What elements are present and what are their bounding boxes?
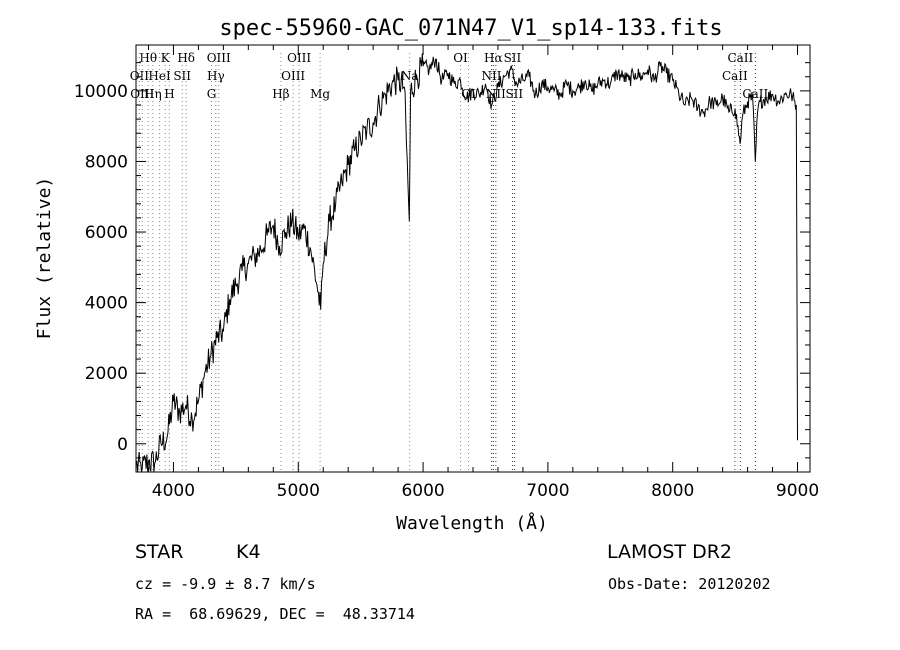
line-marker-label: Hδ	[177, 51, 195, 65]
y-tick-label: 8000	[85, 152, 128, 172]
plot-frame	[135, 44, 811, 473]
x-tick-label: 6000	[401, 481, 444, 501]
x-tick-label: 4000	[152, 481, 195, 501]
line-marker-label: Hη	[144, 87, 162, 101]
plot-title: spec-55960-GAC_071N47_V1_sp14-133.fits	[219, 16, 722, 41]
y-axis-label: Flux (relative)	[34, 177, 55, 340]
line-marker-label: CaII	[727, 51, 753, 65]
line-marker-label: OIII	[207, 51, 231, 65]
line-marker-label: SII	[173, 69, 191, 83]
y-tick-label: 10000	[74, 82, 128, 102]
line-marker-label: CaII	[722, 69, 748, 83]
object-subclass: K4	[236, 541, 261, 563]
line-marker-label: SII	[505, 87, 523, 101]
spectrum-series	[135, 53, 798, 473]
line-marker-label: K	[161, 51, 171, 65]
y-tick-label: 4000	[85, 294, 128, 314]
line-marker-label: OI	[453, 51, 468, 65]
line-marker-label: NII	[486, 87, 506, 101]
line-marker-label: SII	[504, 51, 522, 65]
coordinates-text: RA = 68.69629, DEC = 48.33714	[135, 605, 415, 623]
spectrum-line	[135, 53, 798, 473]
line-marker-label: Hβ	[272, 87, 289, 101]
line-marker-label: Hα	[484, 51, 503, 65]
line-marker-label: Hγ	[207, 69, 225, 83]
line-marker-label: Na	[401, 69, 419, 83]
line-marker-label: NII	[481, 69, 501, 83]
x-tick-label: 9000	[776, 481, 819, 501]
x-axis-label: Wavelength (Å)	[396, 512, 548, 534]
line-marker-label: CaII	[742, 87, 768, 101]
line-marker-label: Mg	[310, 87, 330, 101]
line-marker-label: HeI	[148, 69, 171, 83]
redshift-text: cz = -9.9 ± 8.7 km/s	[135, 575, 316, 593]
y-tick-label: 6000	[85, 223, 128, 243]
y-tick-label: 0	[117, 435, 128, 455]
line-marker-label: OIII	[287, 51, 311, 65]
x-tick-label: 7000	[526, 481, 569, 501]
x-axis-ticks: 4000 5000 6000 7000 8000 9000	[147, 45, 819, 501]
object-class: STAR	[135, 541, 184, 563]
line-marker-label: H	[164, 87, 174, 101]
obs-date-text: Obs-Date: 20120202	[608, 575, 771, 593]
y-tick-label: 2000	[85, 364, 128, 384]
line-marker-label: OII	[130, 69, 150, 83]
line-marker-label: G	[207, 87, 217, 101]
y-axis-ticks: 0 2000 4000 6000 8000 10000	[74, 62, 810, 459]
line-marker-label: OIII	[281, 69, 305, 83]
survey-name: LAMOST DR2	[607, 541, 732, 563]
x-tick-label: 5000	[277, 481, 320, 501]
x-tick-label: 8000	[651, 481, 694, 501]
